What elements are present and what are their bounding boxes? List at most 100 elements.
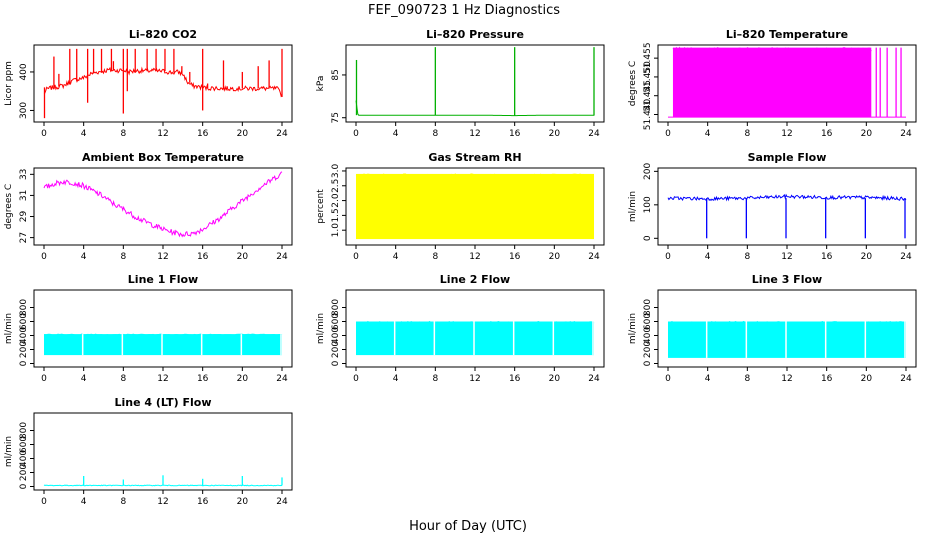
x-axis: 0 4 8 12 16 20 24 <box>353 367 600 384</box>
y-tick-label: 27 <box>19 232 29 243</box>
x-tick-label: 4 <box>705 129 711 139</box>
y-axis-label: Licor ppm <box>4 61 14 106</box>
y-tick-label: 200 <box>643 162 653 179</box>
panel-title: Ambient Box Temperature <box>82 151 244 164</box>
y-tick-label: 51.440 <box>643 98 653 130</box>
series-5 <box>355 173 595 240</box>
panel-4: Ambient Box Temperature degrees C 0 4 8 12 16 2… <box>4 151 293 262</box>
panel-5: Gas Stream RH percent 0 4 8 12 16 20 24 1.01.52.0… <box>316 151 605 262</box>
panel-title: Line 2 Flow <box>440 273 510 286</box>
x-tick-label: 4 <box>81 374 87 384</box>
x-tick-label: 24 <box>588 374 600 384</box>
x-tick-label: 24 <box>900 374 912 384</box>
data-band <box>44 334 282 356</box>
panel-3: Li–820 Temperature degrees C 0 4 8 12 16 20 24 51… <box>628 28 917 139</box>
x-tick-label: 8 <box>432 129 438 139</box>
y-tick-label: 1.5 <box>331 208 341 222</box>
y-axis: 1.01.52.02.53.0 <box>331 164 346 237</box>
y-axis: 75 85 <box>331 69 346 123</box>
series-2 <box>355 47 595 117</box>
y-tick-label: 100 <box>643 196 653 213</box>
y-tick-label: 51.445 <box>643 80 653 112</box>
x-tick-label: 24 <box>588 252 600 262</box>
y-axis-label: ml/min <box>628 191 638 222</box>
panel-title: Line 3 Flow <box>752 273 822 286</box>
x-tick-label: 16 <box>197 252 209 262</box>
y-tick-label: 800 <box>331 299 341 316</box>
data-line <box>667 193 907 202</box>
y-tick-label: 31 <box>19 190 29 201</box>
x-tick-label: 12 <box>157 129 168 139</box>
panel-title: Li–820 Temperature <box>726 28 848 41</box>
series-7 <box>43 333 283 356</box>
y-axis-label: ml/min <box>4 436 14 467</box>
x-axis: 0 4 8 12 16 20 24 <box>41 245 288 262</box>
x-tick-label: 16 <box>821 374 833 384</box>
data-band-edge <box>355 320 595 325</box>
x-tick-label: 4 <box>393 252 399 262</box>
x-tick-label: 0 <box>353 129 359 139</box>
x-tick-label: 24 <box>276 374 288 384</box>
figure-title: FEF_090723 1 Hz Diagnostics <box>368 3 560 18</box>
x-tick-label: 16 <box>509 374 521 384</box>
data-band-edge <box>672 46 872 53</box>
x-tick-label: 24 <box>276 497 288 507</box>
y-axis-label: ml/min <box>4 313 14 344</box>
y-tick-label: 600 <box>331 313 341 330</box>
y-tick-label: 0 <box>19 483 29 489</box>
series-1 <box>43 48 283 119</box>
x-tick-label: 4 <box>393 374 399 384</box>
y-tick-label: 85 <box>331 69 341 80</box>
y-tick-label: 0 <box>331 360 341 366</box>
panel-9: Line 3 Flow ml/min 0 4 8 12 16 20 24 0 20040060080… <box>628 273 917 384</box>
y-tick-label: 200 <box>19 341 29 358</box>
x-axis: 0 4 8 12 16 20 24 <box>41 122 288 139</box>
x-tick-label: 16 <box>821 252 833 262</box>
y-axis-label: degrees C <box>4 184 14 229</box>
x-axis: 0 4 8 12 16 20 24 <box>353 245 600 262</box>
y-tick-label: 2.0 <box>331 193 341 208</box>
data-band <box>672 47 872 118</box>
panel-1: Li–820 CO2 Licor ppm 0 4 8 12 16 20 24 300 400 <box>4 28 293 139</box>
series-8 <box>355 320 595 356</box>
x-axis: 0 4 8 12 16 20 24 <box>665 245 912 262</box>
x-tick-label: 20 <box>861 374 873 384</box>
x-tick-label: 12 <box>469 252 480 262</box>
data-line <box>43 171 283 238</box>
data-band-edge <box>43 333 283 336</box>
y-axis-label: percent <box>316 189 326 224</box>
x-tick-label: 24 <box>276 252 288 262</box>
x-tick-label: 16 <box>821 129 833 139</box>
x-tick-label: 20 <box>861 129 873 139</box>
y-tick-label: 800 <box>643 299 653 316</box>
x-tick-label: 20 <box>861 252 873 262</box>
x-tick-label: 4 <box>81 497 87 507</box>
y-tick-label: 400 <box>19 327 29 344</box>
x-tick-label: 16 <box>509 252 521 262</box>
x-tick-label: 12 <box>157 252 168 262</box>
data-line <box>355 100 594 117</box>
x-tick-label: 4 <box>81 129 87 139</box>
x-tick-label: 24 <box>900 129 912 139</box>
x-tick-label: 20 <box>237 129 249 139</box>
x-tick-label: 16 <box>197 129 209 139</box>
y-axis-label: kPa <box>316 76 326 92</box>
x-tick-label: 0 <box>353 252 359 262</box>
y-axis: 300 400 <box>19 63 34 119</box>
x-tick-label: 24 <box>900 252 912 262</box>
x-tick-label: 0 <box>41 252 47 262</box>
x-tick-label: 0 <box>41 497 47 507</box>
y-axis: 27 29 31 33 <box>19 169 34 243</box>
x-tick-label: 16 <box>197 497 209 507</box>
x-tick-label: 20 <box>237 252 249 262</box>
x-tick-label: 0 <box>41 374 47 384</box>
y-tick-label: 400 <box>19 450 29 467</box>
plot-frame <box>345 44 605 123</box>
series-4 <box>43 171 283 238</box>
panel-7: Line 1 Flow ml/min 0 4 8 12 16 20 24 0 20040060080… <box>4 273 293 384</box>
x-tick-label: 8 <box>120 374 126 384</box>
plot-frame <box>33 289 293 368</box>
y-tick-label: 400 <box>643 327 653 344</box>
